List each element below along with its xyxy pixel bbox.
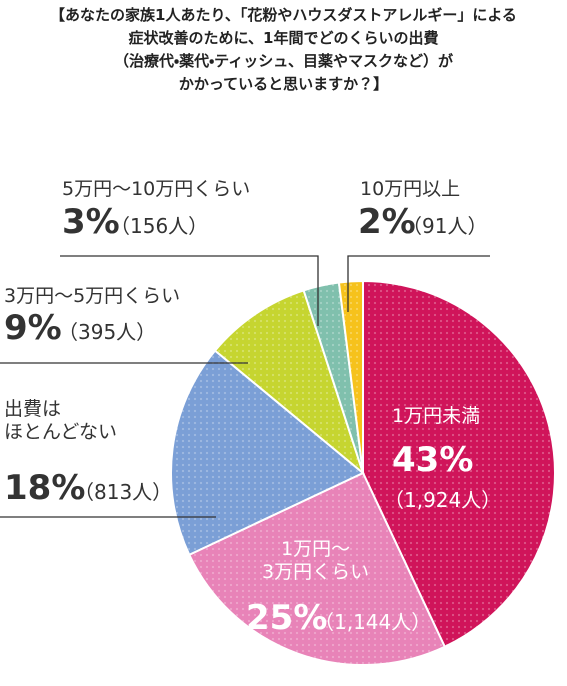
value-label: 9% — [4, 308, 62, 348]
value-label: 43% — [392, 440, 474, 480]
value-label: 2% — [358, 202, 416, 242]
slice-texture — [363, 281, 555, 647]
title-line: 【あなたの家族1人あたり、「花粉やハウスダストアレルギー」による — [50, 6, 517, 24]
slice-texture — [303, 282, 363, 473]
slice-texture — [170, 350, 363, 555]
leader-line — [347, 255, 490, 312]
count-label: （156人） — [110, 214, 209, 238]
slices — [170, 279, 556, 666]
leader-line — [60, 255, 319, 326]
value-label: 25% — [246, 598, 328, 638]
chart-title: 【あなたの家族1人あたり、「花粉やハウスダストアレルギー」による 症状改善のために… — [0, 4, 567, 96]
category-label: 1万円～ 3万円くらい — [262, 538, 370, 583]
category-label: 10万円以上 — [360, 178, 461, 200]
slice-texture — [338, 281, 363, 473]
category-label: 1万円未満 — [392, 405, 481, 427]
count-label: （1,924人） — [384, 488, 502, 512]
count-label: （1,144人） — [314, 610, 432, 634]
value-label: 3% — [62, 202, 120, 242]
category-label: 5万円～10万円くらい — [62, 178, 251, 200]
title-line: かかっていると思いますか？】 — [178, 75, 389, 93]
count-label: （813人） — [74, 480, 173, 504]
title-line: （治療代・薬代・ティッシュ、目薬やマスクなど）が — [113, 52, 453, 70]
count-label: （395人） — [58, 320, 157, 344]
leader-lines — [0, 255, 490, 518]
value-label: 18% — [4, 468, 86, 508]
count-label: （91人） — [402, 214, 488, 238]
slice-texture — [215, 290, 363, 473]
slice-texture — [189, 473, 445, 665]
category-label: 出費は ほとんどない — [4, 398, 118, 443]
category-label: 3万円～5万円くらい — [4, 285, 181, 307]
title-line: 症状改善のために、1年間でどのくらいの出費 — [128, 29, 439, 47]
